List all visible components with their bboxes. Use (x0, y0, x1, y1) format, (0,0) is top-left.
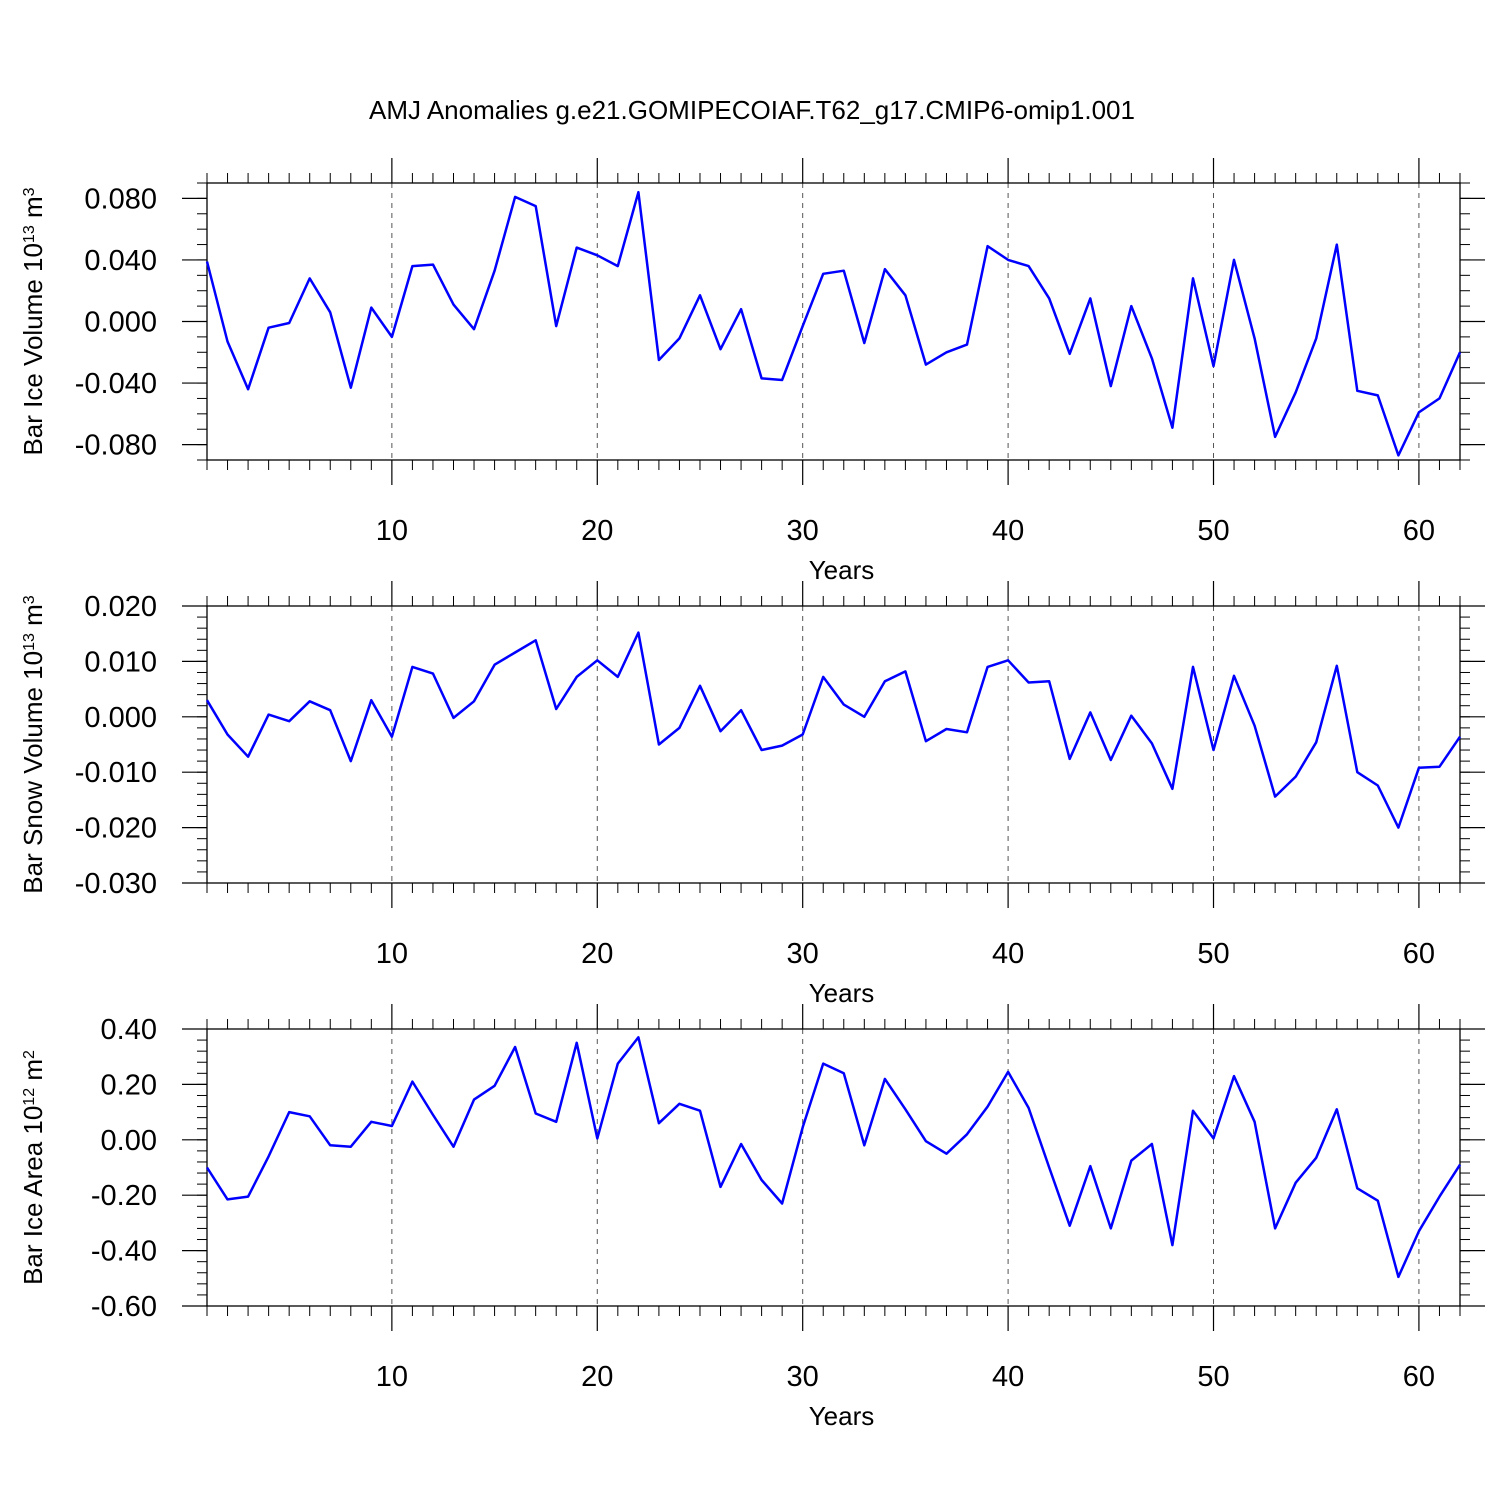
x-tick-label: 30 (787, 938, 819, 970)
y-tick-label: 0.010 (84, 646, 157, 678)
y-axis-label-text: Bar Ice Volume 10 (18, 243, 48, 455)
y-tick-label: -0.40 (91, 1236, 157, 1268)
y-tick-label: 0.00 (101, 1125, 157, 1157)
y-tick-label: -0.20 (91, 1180, 157, 1212)
y-axis-label: Bar Ice Area 1012 m2 (18, 1050, 48, 1285)
y-tick-label: 0.040 (84, 245, 157, 277)
y-tick-label: -0.010 (75, 757, 157, 789)
x-tick-label: 30 (787, 515, 819, 547)
y-tick-label: 0.020 (84, 591, 157, 623)
y-axis-label-superscript: 3 (21, 595, 38, 604)
x-tick-label: 30 (787, 1361, 819, 1393)
y-axis-label-superscript: 12 (21, 1088, 38, 1106)
x-tick-label: 10 (376, 1361, 408, 1393)
x-tick-label: 50 (1197, 1361, 1229, 1393)
y-axis-label-superscript: 3 (21, 187, 38, 196)
panel-1: 10 20 30 40 50 60 0.080 0.040 0.000 -0.040 -0.080 Y… (18, 158, 1485, 585)
x-axis-label: Years (809, 978, 875, 1008)
y-tick-label: 0.40 (101, 1014, 157, 1046)
y-tick-label: 0.000 (84, 307, 157, 339)
y-axis-label-text: Bar Ice Area 10 (18, 1106, 48, 1285)
plot-frame (206, 182, 1461, 461)
x-tick-label: 10 (376, 515, 408, 547)
x-tick-label: 10 (376, 938, 408, 970)
panel-3: 10 20 30 40 50 60 0.40 0.20 0.00 -0.20 -0.40 -0.60 Y… (18, 1004, 1485, 1431)
y-axis-label-superscript: 13 (21, 225, 38, 243)
x-tick-label: 50 (1197, 938, 1229, 970)
y-tick-label: -0.60 (91, 1291, 157, 1323)
panels: 10 20 30 40 50 60 0.080 0.040 0.000 -0.040 -0.080 Y… (18, 158, 1485, 1431)
x-tick-label: 50 (1197, 515, 1229, 547)
y-axis-label-text: m (18, 604, 48, 633)
y-tick-label: -0.020 (75, 813, 157, 845)
x-axis-label: Years (809, 1401, 875, 1431)
y-axis-label-superscript: 2 (21, 1050, 38, 1059)
x-tick-label: 20 (581, 1361, 613, 1393)
x-tick-label: 60 (1403, 1361, 1435, 1393)
y-tick-label: 0.080 (84, 183, 157, 215)
y-axis-label: Bar Snow Volume 1013 m3 (18, 595, 48, 894)
series-line (205, 1036, 1462, 1279)
y-axis-label-text: m (18, 196, 48, 225)
y-tick-label: 0.20 (101, 1069, 157, 1101)
panel-2: 10 20 30 40 50 60 0.020 0.010 0.000 -0.010 -0.020 -… (18, 581, 1485, 1008)
series-line (205, 190, 1462, 457)
x-tick-label: 60 (1403, 515, 1435, 547)
y-axis-label: Bar Ice Volume 1013 m3 (18, 187, 48, 455)
y-tick-label: 0.000 (84, 702, 157, 734)
x-tick-label: 40 (992, 515, 1024, 547)
series-line (205, 631, 1462, 829)
x-axis-label: Years (809, 555, 875, 585)
x-tick-label: 60 (1403, 938, 1435, 970)
x-tick-label: 40 (992, 938, 1024, 970)
plot-frame (206, 605, 1461, 884)
y-tick-label: -0.080 (75, 430, 157, 462)
y-axis-label-text: Bar Snow Volume 10 (18, 651, 48, 894)
x-tick-label: 20 (581, 515, 613, 547)
x-tick-label: 20 (581, 938, 613, 970)
plot-frame (206, 1028, 1461, 1307)
x-tick-label: 40 (992, 1361, 1024, 1393)
y-tick-label: -0.040 (75, 368, 157, 400)
chart-title: AMJ Anomalies g.e21.GOMIPECOIAF.T62_g17.… (369, 95, 1135, 125)
y-axis-label-superscript: 13 (21, 633, 38, 651)
y-tick-label: -0.030 (75, 868, 157, 900)
y-axis-label-text: m (18, 1059, 48, 1088)
